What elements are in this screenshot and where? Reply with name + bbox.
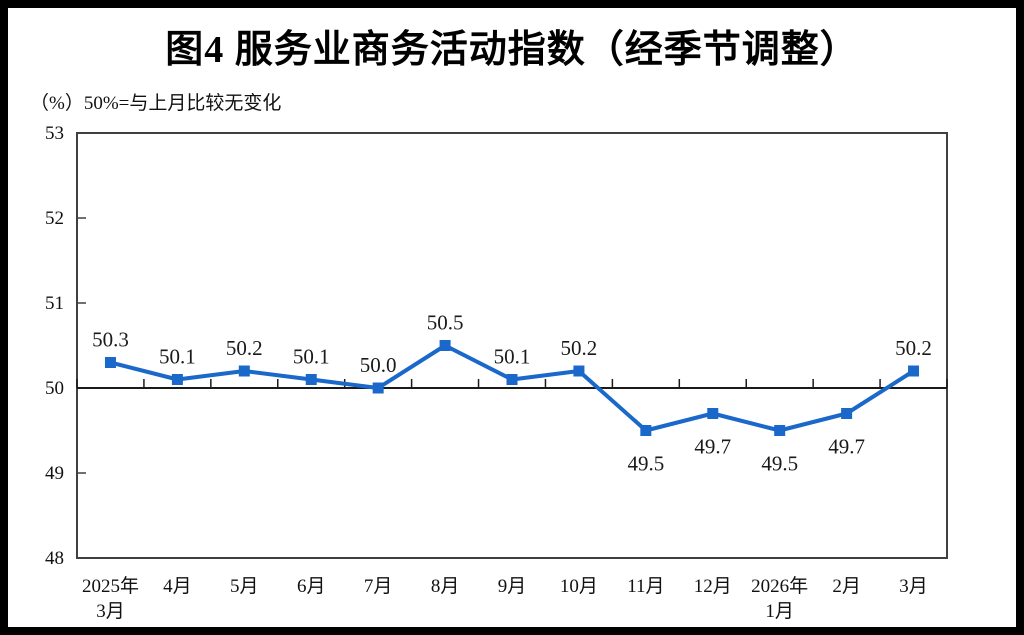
x-axis-label: 2月 bbox=[832, 576, 861, 597]
data-point-marker bbox=[171, 374, 183, 385]
data-point-marker bbox=[104, 357, 116, 368]
x-axis-label: 6月 bbox=[297, 576, 326, 597]
data-point-label: 50.1 bbox=[159, 345, 196, 369]
data-point-marker bbox=[573, 365, 585, 377]
data-point-label: 49.5 bbox=[761, 452, 798, 476]
x-axis-label: 3月 bbox=[96, 601, 125, 622]
data-point-marker bbox=[305, 374, 317, 385]
data-point-label: 50.1 bbox=[293, 345, 330, 369]
x-axis-label: 2026年 bbox=[751, 575, 808, 597]
data-point-marker bbox=[774, 425, 786, 436]
data-point-label: 50.0 bbox=[360, 353, 397, 377]
data-point-marker bbox=[238, 365, 250, 377]
y-axis-label: 51 bbox=[45, 293, 64, 314]
x-axis-label: 2025年 bbox=[82, 575, 139, 597]
data-point-label: 50.5 bbox=[427, 311, 464, 335]
data-point-label: 49.7 bbox=[694, 435, 731, 459]
data-point-marker bbox=[506, 374, 518, 385]
data-point-label: 50.2 bbox=[895, 336, 932, 360]
y-axis-label: 53 bbox=[45, 123, 64, 144]
data-point-label: 50.2 bbox=[226, 336, 263, 360]
x-axis-label: 4月 bbox=[163, 576, 192, 597]
y-axis-label: 52 bbox=[45, 208, 64, 229]
data-point-marker bbox=[908, 365, 920, 377]
chart-title: 图4 服务业商务活动指数（经季节调整） bbox=[165, 29, 859, 71]
plot-border bbox=[76, 132, 948, 559]
chart-page: 图4 服务业商务活动指数（经季节调整） （%）50%=与上月比较无变化 53 52… bbox=[8, 8, 1016, 627]
x-axis-label: 5月 bbox=[230, 576, 259, 597]
data-point-marker bbox=[707, 408, 719, 419]
axis-unit-note: （%）50%=与上月比较无变化 bbox=[30, 93, 282, 114]
x-axis-label: 9月 bbox=[498, 576, 527, 597]
data-point-label: 50.3 bbox=[92, 328, 129, 352]
x-axis-label: 7月 bbox=[364, 576, 393, 597]
y-axis-label: 49 bbox=[45, 463, 64, 484]
data-point-label: 50.1 bbox=[494, 345, 531, 369]
x-axis-label: 1月 bbox=[765, 601, 794, 622]
data-point-label: 50.2 bbox=[561, 336, 598, 360]
data-point-label: 49.7 bbox=[828, 435, 865, 459]
data-point-marker bbox=[640, 425, 652, 436]
x-axis-label: 10月 bbox=[560, 576, 598, 597]
line-chart: 53 52 51 50 49 48 2025年 3月 4月 5月 6月 7月 8月 9月 10月 11月 12月… bbox=[45, 123, 948, 622]
data-point-marker bbox=[841, 408, 853, 419]
x-axis-label: 11月 bbox=[627, 576, 664, 597]
data-point-marker bbox=[372, 382, 384, 394]
y-axis-label: 48 bbox=[45, 548, 64, 569]
data-point-marker bbox=[439, 340, 451, 351]
y-axis-label: 50 bbox=[45, 378, 64, 399]
data-point-label: 49.5 bbox=[627, 452, 664, 476]
x-axis-label: 3月 bbox=[899, 576, 928, 597]
x-axis-label: 12月 bbox=[694, 576, 732, 597]
x-axis-label: 8月 bbox=[431, 576, 460, 597]
